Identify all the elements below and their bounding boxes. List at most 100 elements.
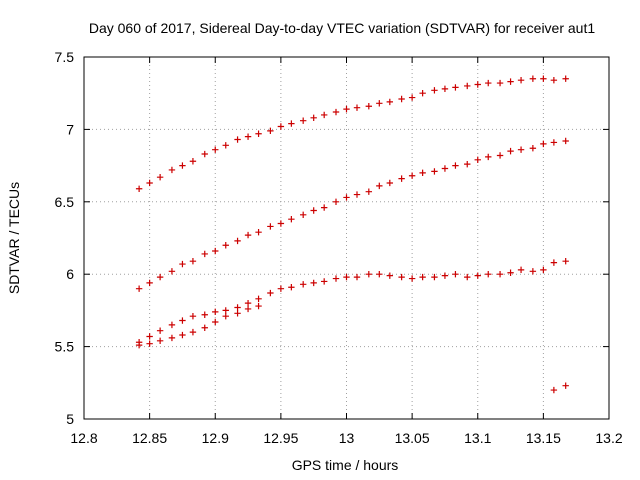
- data-point: [474, 272, 481, 279]
- data-point: [179, 317, 186, 324]
- data-point: [496, 152, 504, 159]
- data-point: [376, 100, 383, 107]
- x-tick-label: 13.15: [526, 430, 561, 446]
- data-point: [485, 79, 492, 87]
- data-point: [146, 333, 153, 340]
- x-tick-label: 12.85: [132, 430, 167, 446]
- data-point: [189, 312, 197, 320]
- data-point: [201, 324, 208, 331]
- data-point: [452, 84, 459, 91]
- data-point: [135, 341, 143, 349]
- data-point: [398, 273, 405, 281]
- series-lower: [135, 257, 569, 346]
- data-point: [550, 259, 558, 266]
- data-point: [562, 382, 569, 389]
- data-point: [189, 158, 197, 165]
- data-point: [212, 318, 219, 326]
- data-point: [529, 75, 537, 82]
- data-point: [365, 188, 373, 195]
- data-point: [212, 308, 219, 316]
- data-point: [452, 271, 459, 278]
- data-point: [267, 127, 274, 135]
- data-point: [299, 281, 307, 288]
- x-tick-label: 12.9: [202, 430, 229, 446]
- data-point: [474, 81, 481, 88]
- x-tick-label: 13.05: [395, 430, 430, 446]
- data-points-layer: [135, 75, 569, 394]
- data-point: [517, 76, 525, 84]
- plot-frame: [83, 56, 610, 420]
- data-point: [496, 79, 504, 87]
- series-lowest: [135, 302, 569, 394]
- data-point: [299, 117, 307, 124]
- data-point: [244, 231, 252, 239]
- axes-layer: 12.8 12.85 12.9 12.95 13 13.05 13.1 13.15 13.2 5 5…: [55, 49, 623, 446]
- data-point: [507, 78, 514, 85]
- data-point: [201, 311, 208, 318]
- y-tick-label: 6.5: [55, 194, 75, 210]
- x-tick-label: 12.95: [263, 430, 298, 446]
- y-tick-label: 7: [66, 121, 74, 137]
- data-point: [562, 137, 569, 145]
- data-point: [222, 142, 229, 149]
- data-point: [146, 340, 153, 347]
- data-point: [332, 198, 340, 205]
- data-point: [540, 140, 547, 148]
- data-point: [408, 94, 416, 101]
- data-point: [485, 153, 492, 161]
- data-point: [156, 327, 164, 334]
- data-point: [288, 215, 295, 223]
- data-point: [244, 299, 252, 307]
- data-point: [234, 310, 241, 317]
- data-point: [201, 250, 208, 258]
- data-point: [320, 111, 328, 119]
- data-point: [222, 242, 229, 249]
- data-point: [398, 175, 405, 182]
- data-point: [255, 130, 262, 137]
- data-point: [419, 90, 426, 97]
- data-point: [244, 133, 252, 140]
- data-point: [255, 302, 262, 310]
- data-point: [277, 123, 285, 130]
- data-point: [168, 166, 176, 174]
- data-point: [332, 108, 340, 116]
- data-point: [212, 146, 219, 153]
- x-tick-label: 12.8: [70, 430, 97, 446]
- data-point: [562, 257, 569, 265]
- data-point: [277, 285, 285, 292]
- data-point: [135, 185, 143, 192]
- chart-title: Day 060 of 2017, Sidereal Day-to-day VTE…: [89, 20, 596, 36]
- data-point: [365, 103, 373, 110]
- data-point: [431, 168, 438, 175]
- data-point: [419, 169, 426, 177]
- data-point: [343, 273, 350, 281]
- data-point: [517, 146, 525, 153]
- data-point: [550, 139, 558, 146]
- data-point: [496, 271, 504, 278]
- data-point: [408, 172, 416, 179]
- data-point: [189, 257, 197, 265]
- data-point: [353, 191, 361, 198]
- data-point: [310, 207, 317, 214]
- data-point: [507, 269, 514, 276]
- data-point: [156, 173, 164, 181]
- data-point: [386, 98, 394, 106]
- data-point: [398, 95, 405, 103]
- data-point: [540, 266, 547, 274]
- data-point: [179, 162, 186, 169]
- data-point: [222, 307, 229, 314]
- y-tick-label: 7.5: [55, 49, 75, 65]
- data-point: [343, 194, 350, 201]
- data-point: [179, 331, 186, 339]
- data-point: [464, 82, 471, 90]
- data-point: [267, 223, 274, 230]
- x-tick-label: 13.2: [595, 430, 622, 446]
- series-upper: [135, 75, 569, 192]
- data-point: [222, 312, 229, 320]
- data-point: [464, 160, 471, 168]
- data-point: [343, 105, 350, 113]
- data-point: [146, 279, 153, 287]
- data-point: [310, 279, 317, 287]
- data-point: [310, 114, 317, 122]
- data-point: [540, 75, 547, 82]
